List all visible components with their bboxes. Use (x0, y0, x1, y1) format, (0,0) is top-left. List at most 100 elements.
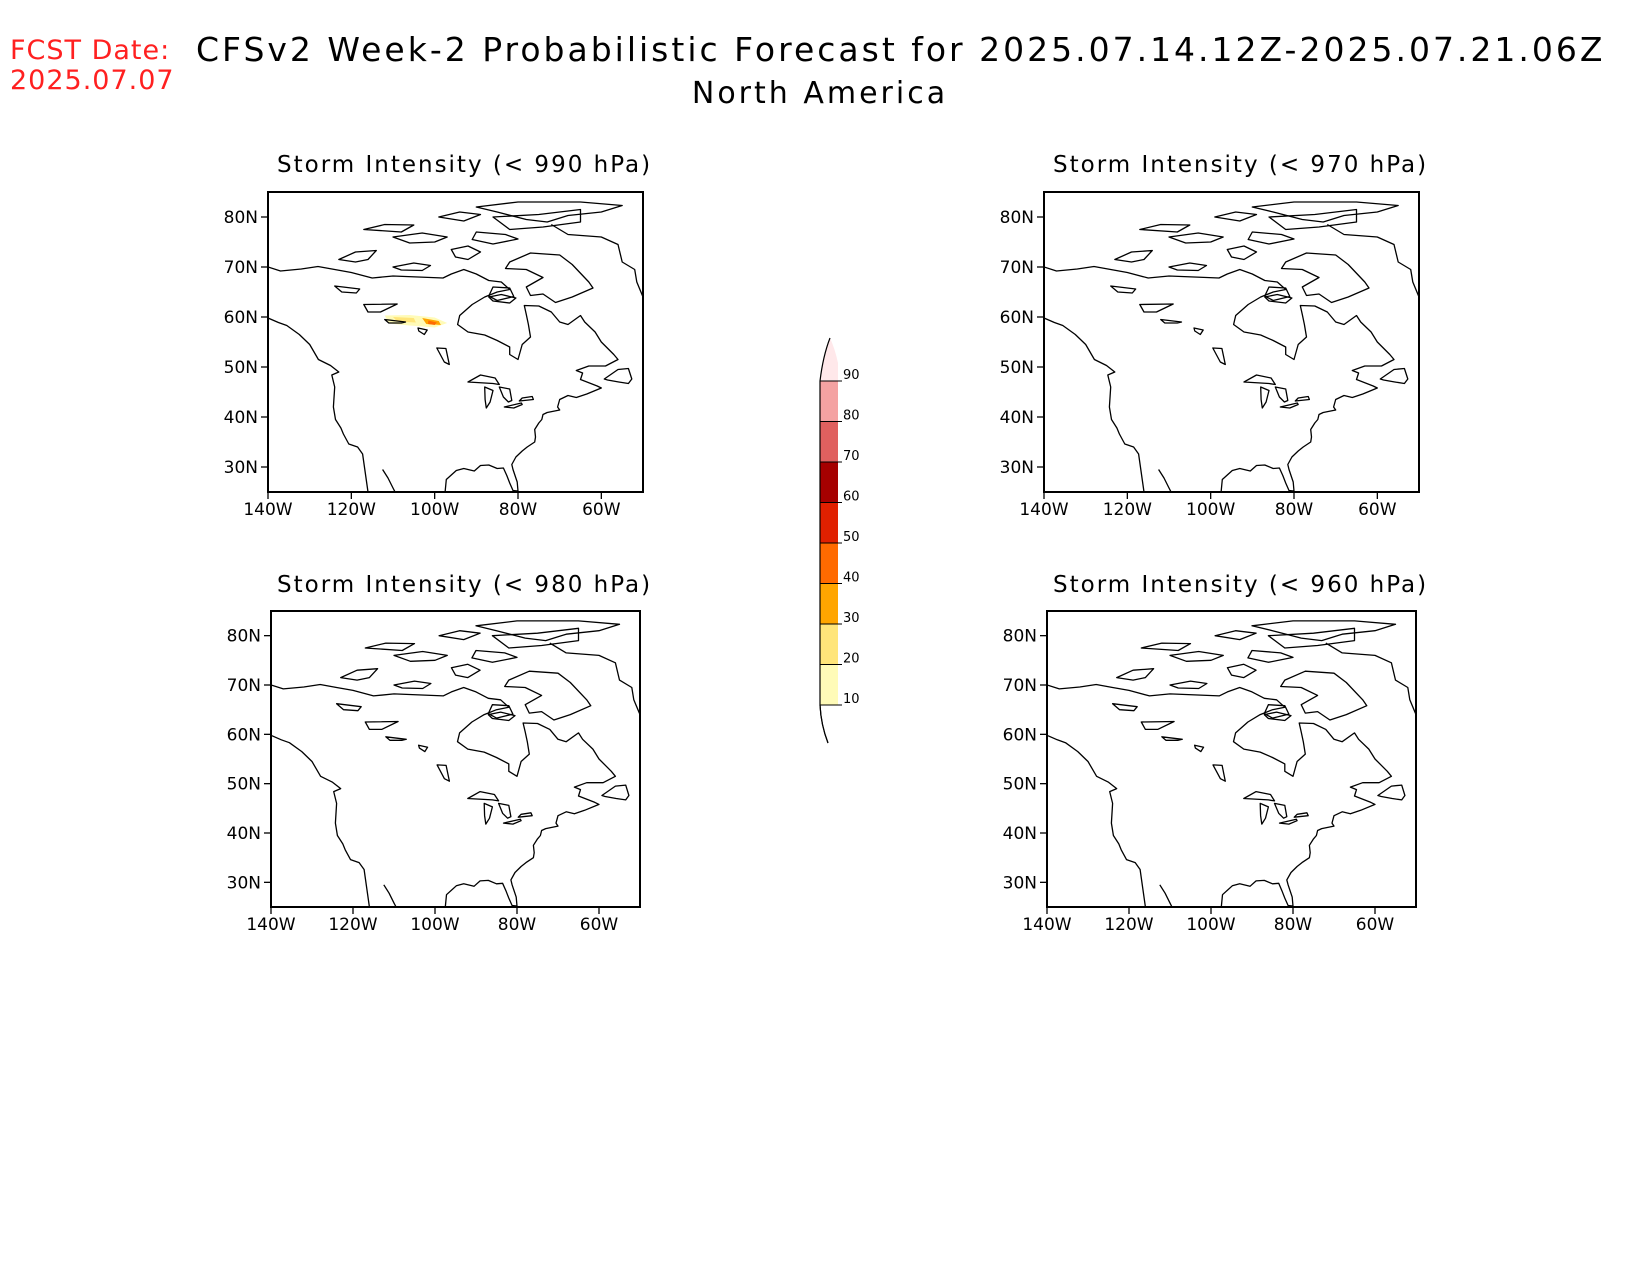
colorbar-label: 30 (843, 611, 860, 626)
colorbar-label: 40 (843, 571, 860, 586)
lake-outline (1243, 374, 1276, 386)
arctic-island (471, 231, 519, 245)
arctic-island (1169, 650, 1224, 662)
arctic-island (1267, 627, 1356, 649)
lake-outline (1212, 347, 1226, 366)
lon-label: 80W (499, 500, 538, 520)
lat-label: 40N (224, 408, 258, 428)
lake-outline (1140, 720, 1175, 731)
arctic-island (338, 249, 377, 263)
colorbar-label: 90 (843, 368, 860, 383)
coastline (1159, 884, 1173, 907)
coastline (271, 734, 371, 907)
lat-label: 60N (1003, 725, 1037, 745)
lat-label: 80N (227, 627, 261, 647)
lat-label: 70N (227, 676, 261, 696)
panel-title-970: Storm Intensity (< 970 hPa) (1053, 152, 1429, 178)
arctic-island (392, 262, 432, 272)
lake-outline (484, 386, 494, 409)
lake-outline (436, 764, 451, 782)
map-panel-980: 80N 70N 60N 50N 40N 30N 140W 120W 100W 80W 60W (227, 610, 641, 935)
lat-label: 70N (1000, 258, 1034, 278)
fcst-date-value: 2025.07.07 (10, 65, 175, 96)
lat-label: 30N (224, 458, 258, 478)
lake-outline (334, 285, 361, 294)
arctic-island (450, 245, 482, 261)
lon-label: 120W (1103, 500, 1152, 520)
lake-outline (1193, 327, 1204, 336)
coastline (1263, 711, 1292, 722)
lon-label: 60W (1358, 500, 1397, 520)
lat-label: 40N (227, 824, 261, 844)
arctic-island (450, 663, 481, 679)
coastline (268, 265, 619, 492)
lat-label: 70N (1003, 676, 1037, 696)
fcst-date-label: FCST Date: 2025.07.07 (10, 36, 175, 96)
coastline (487, 711, 516, 722)
page-title: CFSv2 Week-2 Probabilistic Forecast for … (196, 30, 1606, 69)
lake-outline (503, 402, 523, 409)
arctic-island (1264, 286, 1291, 302)
lake-outline (1193, 744, 1205, 753)
coastline (383, 884, 397, 907)
map-frame (270, 610, 641, 908)
lon-label: 140W (1022, 915, 1071, 935)
lon-label: 80W (1274, 915, 1313, 935)
arctic-island (1263, 704, 1290, 719)
colorbar-segment (820, 624, 838, 665)
coastline (1158, 469, 1172, 492)
lon-label: 60W (582, 500, 621, 520)
lake-outline (518, 395, 535, 402)
coastline (1044, 317, 1145, 492)
lake-outline (1274, 386, 1289, 403)
lake-outline (1243, 790, 1276, 802)
coastline (1326, 223, 1419, 307)
arctic-island (491, 627, 580, 649)
lake-outline (467, 790, 500, 802)
panel-title-960: Storm Intensity (< 960 hPa) (1053, 572, 1429, 598)
lake-outline (417, 744, 429, 753)
lon-label: 80W (1275, 500, 1314, 520)
lat-label: 50N (1000, 358, 1034, 378)
panel-title-980: Storm Intensity (< 980 hPa) (277, 572, 653, 598)
lake-outline (385, 736, 407, 741)
lat-label: 50N (1003, 775, 1037, 795)
lake-outline (1273, 802, 1288, 819)
arctic-island (488, 286, 515, 302)
coastline (271, 683, 617, 907)
colorbar-label: 60 (843, 490, 860, 505)
lake-outline (417, 327, 428, 336)
arctic-island (1251, 201, 1399, 223)
arctic-island (1280, 252, 1370, 304)
arctic-island (1251, 620, 1397, 642)
map-panel-960: 80N 70N 60N 50N 40N 30N 140W 120W 100W 80W 60W (1003, 610, 1417, 935)
lat-label: 30N (1000, 458, 1034, 478)
arctic-island (1214, 630, 1257, 641)
coastline (1044, 265, 1395, 492)
lake-outline (1111, 703, 1138, 712)
coastline (1379, 367, 1409, 385)
lake-outline (1278, 818, 1298, 825)
coastline (550, 223, 643, 307)
lon-label: 120W (327, 500, 376, 520)
colorbar-tip (820, 338, 838, 381)
lake-outline (1161, 736, 1183, 741)
lake-outline (335, 703, 362, 712)
lake-outline (363, 303, 398, 313)
lon-label: 80W (498, 915, 537, 935)
lat-label: 60N (227, 725, 261, 745)
coastline (1377, 784, 1406, 801)
lake-outline (384, 318, 407, 324)
lat-label: 50N (227, 775, 261, 795)
lake-outline (1279, 402, 1299, 409)
lon-label: 140W (246, 915, 295, 935)
lake-outline (1259, 802, 1270, 825)
lon-label: 140W (1019, 500, 1068, 520)
arctic-island (1116, 668, 1155, 681)
lon-label: 60W (1356, 915, 1395, 935)
arctic-island (1168, 262, 1208, 272)
colorbar-segment (820, 462, 838, 503)
coastline (1325, 642, 1416, 725)
colorbar: 10 20 30 40 50 60 70 80 90 (819, 337, 860, 744)
